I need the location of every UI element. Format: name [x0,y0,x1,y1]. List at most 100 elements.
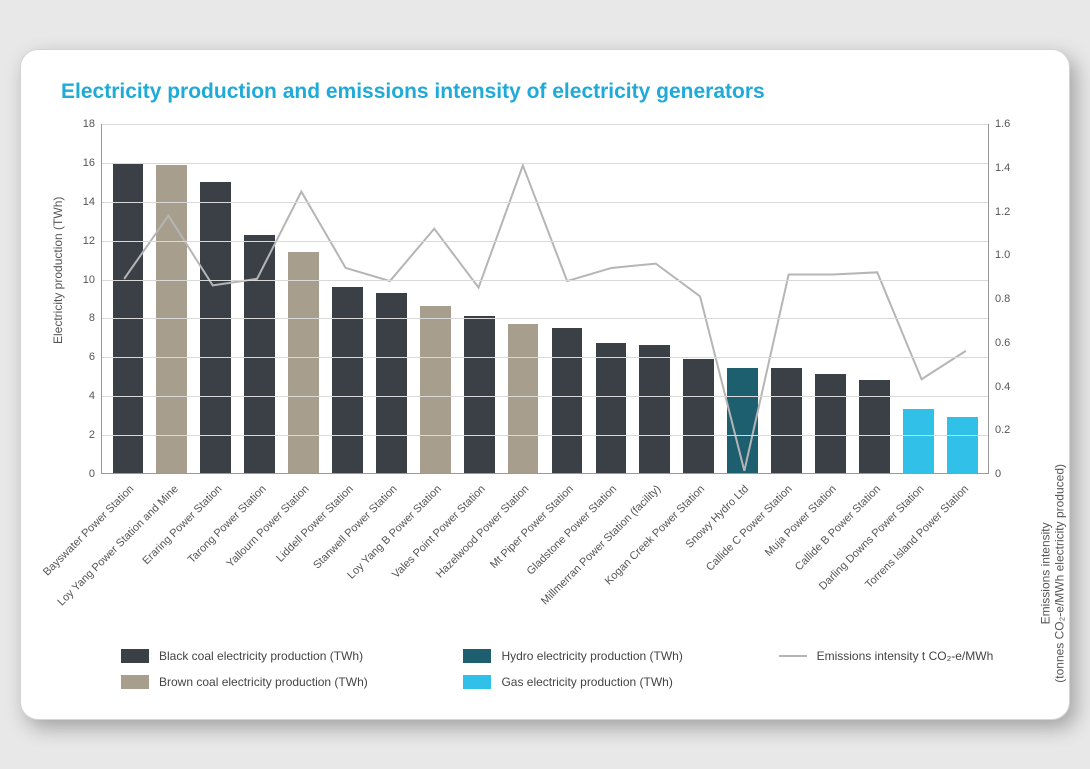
y-tick-right: 1.2 [995,206,1010,218]
grid-line [102,435,988,436]
y-tick-left: 12 [83,235,95,247]
bar-brown [420,306,451,473]
legend-box-swatch [463,675,491,689]
y-axis-right: Emissions intensity(tonnes CO₂-e/MWh ele… [989,124,1029,474]
x-label: Tarong Power Station [185,483,268,566]
legend-item: Black coal electricity production (TWh) [121,649,403,663]
bar-black [464,316,495,473]
y-axis-right-label: Emissions intensity(tonnes CO₂-e/MWh ele… [1039,464,1067,683]
bar-slot [721,124,765,473]
bar-gas [947,417,978,473]
y-tick-left: 0 [89,468,95,480]
bar-black [683,359,714,473]
grid-line [102,241,988,242]
x-label: Eraring Power Station [140,483,224,567]
chart-title: Electricity production and emissions int… [61,80,1029,104]
bar-black [376,293,407,473]
bar-black [815,374,846,473]
y-tick-right: 0.4 [995,381,1010,393]
bar-slot [238,124,282,473]
bar-slot [282,124,326,473]
legend-label: Gas electricity production (TWh) [501,675,672,689]
bar-slot [194,124,238,473]
bars-container [102,124,988,473]
y-tick-left: 8 [89,312,95,324]
x-label: Bayswater Power Station [41,483,136,578]
bar-slot [501,124,545,473]
bar-black [332,287,363,473]
y-tick-left: 10 [83,274,95,286]
x-label: Gladstone Power Station [525,483,620,578]
bar-slot [940,124,984,473]
y-tick-right: 1.6 [995,118,1010,130]
bar-black [200,182,231,473]
y-tick-left: 2 [89,429,95,441]
y-tick-left: 16 [83,157,95,169]
legend-item: Hydro electricity production (TWh) [463,649,718,663]
chart-card: Electricity production and emissions int… [20,49,1070,720]
bar-hydro [727,368,758,473]
y-tick-right: 0 [995,468,1001,480]
bar-brown [288,252,319,473]
x-label: Mt Piper Power Station [487,483,575,571]
bar-black [596,343,627,473]
bar-slot [369,124,413,473]
bar-slot [633,124,677,473]
bar-slot [326,124,370,473]
legend: Black coal electricity production (TWh) H… [61,649,1029,689]
bar-slot [765,124,809,473]
bar-black [639,345,670,473]
bar-black [244,235,275,473]
grid-line [102,357,988,358]
grid-line [102,202,988,203]
bar-brown [508,324,539,473]
y-tick-right: 0.6 [995,337,1010,349]
x-label: Stanwell Power Station [311,483,399,571]
x-label: Callide C Power Station [704,483,795,574]
y-tick-left: 14 [83,196,95,208]
grid-line [102,163,988,164]
bar-slot [106,124,150,473]
legend-label: Black coal electricity production (TWh) [159,649,363,663]
legend-box-swatch [463,649,491,663]
bar-gas [903,409,934,473]
bar-slot [896,124,940,473]
plot-area: Bayswater Power StationLoy Yang Power St… [101,124,989,474]
grid-line [102,318,988,319]
y-tick-left: 6 [89,351,95,363]
legend-label: Hydro electricity production (TWh) [501,649,682,663]
bar-slot [677,124,721,473]
y-tick-right: 1.4 [995,162,1010,174]
bar-black [552,328,583,473]
legend-item: Gas electricity production (TWh) [463,675,718,689]
y-axis-left: Electricity production (TWh) 02468101214… [61,124,101,474]
x-label: Liddell Power Station [274,483,356,565]
chart-area: Electricity production (TWh) 02468101214… [61,124,1029,474]
y-tick-right: 0.8 [995,293,1010,305]
y-tick-right: 0.2 [995,424,1010,436]
bar-slot [589,124,633,473]
y-tick-left: 4 [89,390,95,402]
bar-slot [809,124,853,473]
y-axis-left-label: Electricity production (TWh) [51,197,65,344]
bar-slot [852,124,896,473]
legend-box-swatch [121,675,149,689]
legend-item: Brown coal electricity production (TWh) [121,675,403,689]
bar-slot [457,124,501,473]
bar-slot [150,124,194,473]
x-label: Callide B Power Station [793,483,883,573]
bar-slot [545,124,589,473]
legend-label: Brown coal electricity production (TWh) [159,675,368,689]
legend-item: Emissions intensity t CO₂-e/MWh [779,649,1029,663]
bar-slot [413,124,457,473]
legend-label: Emissions intensity t CO₂-e/MWh [817,649,994,663]
legend-box-swatch [121,649,149,663]
x-label: Yallourn Power Station [225,483,312,570]
y-tick-right: 1.0 [995,249,1010,261]
grid-line [102,124,988,125]
grid-line [102,396,988,397]
y-tick-left: 18 [83,118,95,130]
bar-black [859,380,890,473]
bar-black [771,368,802,473]
grid-line [102,280,988,281]
